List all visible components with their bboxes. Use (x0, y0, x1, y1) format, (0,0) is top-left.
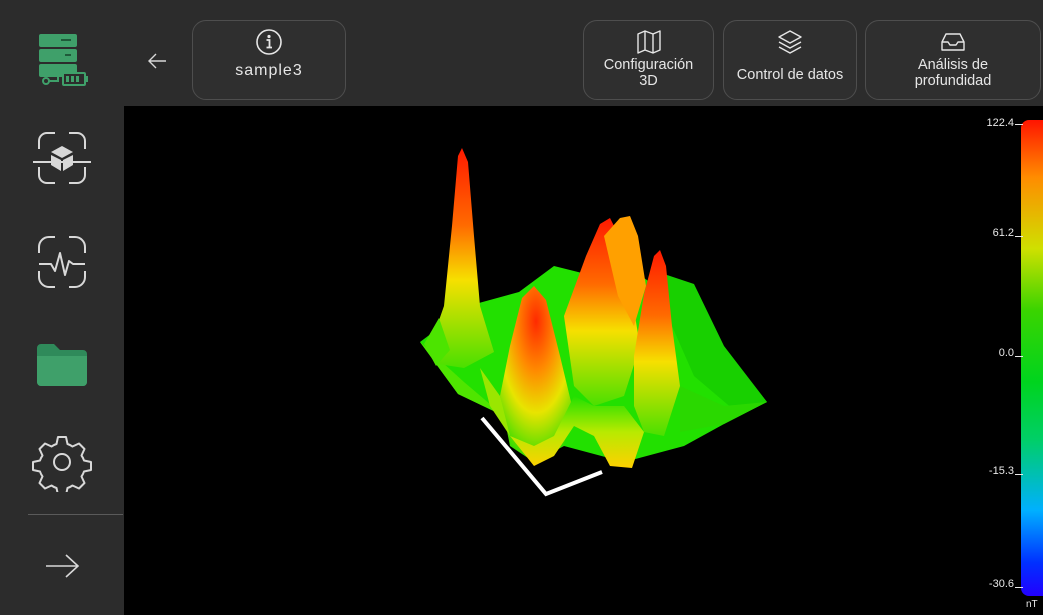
back-button[interactable] (140, 44, 174, 78)
arrow-right-icon (46, 554, 80, 578)
scan-signal-icon (38, 236, 86, 288)
info-icon (256, 29, 282, 55)
data-control-label: Control de datos (736, 67, 844, 83)
inbox-icon (941, 33, 965, 51)
scale-tick-label: -15.3 (988, 465, 1014, 477)
axis-indicator (480, 416, 603, 497)
scale-tick-label: 0.0 (998, 347, 1014, 359)
sidebar-divider (28, 514, 123, 515)
scale-tick-mark (1015, 587, 1023, 588)
color-scale-bar (1021, 120, 1043, 596)
arrow-left-icon (148, 53, 166, 69)
scan-3d-icon (33, 132, 91, 184)
sidebar (0, 0, 124, 615)
top-toolbar: sample3 Configuración 3D Control de dato… (124, 0, 1043, 106)
data-control-button[interactable]: Control de datos (723, 20, 857, 100)
sample-info-button[interactable]: sample3 (192, 20, 346, 100)
expand-sidebar-button[interactable] (28, 532, 96, 600)
settings-button[interactable] (28, 428, 96, 496)
depth-analysis-label: Análisis de profundidad (914, 57, 992, 89)
scale-tick-mark (1015, 356, 1023, 357)
scale-tick-mark (1015, 236, 1023, 237)
config-3d-label: Configuración 3D (603, 57, 694, 89)
scale-unit-label: nT (1026, 599, 1038, 610)
scale-tick-label: 61.2 (992, 227, 1014, 239)
3d-viewport[interactable]: 122.4 61.2 0.0 -15.3 -30.6 nT (124, 106, 1043, 615)
signal-scan-button[interactable] (28, 228, 96, 296)
scale-tick-mark (1015, 474, 1023, 475)
scale-tick-mark (1015, 124, 1023, 125)
device-status-button[interactable] (28, 24, 96, 92)
sample-name: sample3 (235, 62, 303, 79)
3d-surface-plot[interactable] (124, 106, 1043, 615)
map-icon (636, 30, 661, 54)
scan-3d-button[interactable] (28, 124, 96, 192)
scale-tick-label: -30.6 (988, 578, 1014, 590)
files-button[interactable] (28, 330, 96, 398)
config-3d-button[interactable]: Configuración 3D (583, 20, 714, 100)
folder-icon (37, 344, 87, 386)
scale-tick-label: 122.4 (986, 117, 1014, 129)
surface-mesh (420, 148, 767, 468)
layers-icon (778, 30, 802, 54)
gear-icon (32, 436, 92, 492)
server-battery-icon (39, 34, 88, 86)
depth-analysis-button[interactable]: Análisis de profundidad (865, 20, 1041, 100)
